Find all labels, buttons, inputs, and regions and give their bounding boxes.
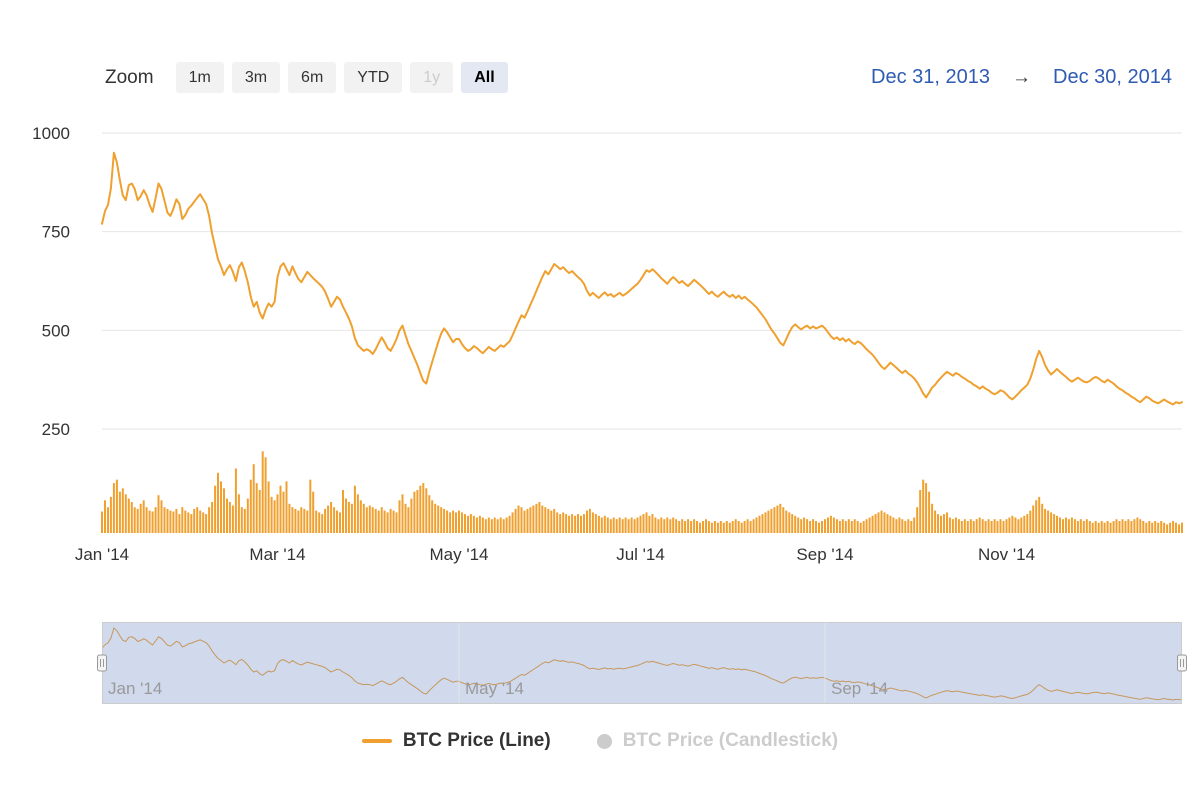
range-from-input[interactable]: Dec 31, 2013 [871,66,991,88]
navigator-mask[interactable] [102,622,1182,704]
legend-label-line: BTC Price (Line) [402,730,551,751]
zoom-button-3m[interactable]: 3m [231,62,281,93]
arrow-right-icon: → [1012,66,1032,88]
x-axis-label: Sep '14 [796,545,853,564]
navigator-line [101,627,1183,701]
y-axis-label: 500 [42,321,70,340]
legend-item-line[interactable]: BTC Price (Line) [361,730,551,752]
navigator-axis-label: Jan '14 [108,679,162,698]
candlestick-series-marker [596,733,612,749]
legend-label-candlestick: BTC Price (Candlestick) [622,730,839,751]
range-to-input[interactable]: Dec 30, 2014 [1053,66,1172,88]
zoom-button-ytd[interactable]: YTD [344,62,403,93]
x-axis-label: May '14 [430,545,489,564]
x-axis-label: Nov '14 [978,545,1035,564]
y-axis-label: 1000 [32,124,70,143]
y-gridlines: 250 500 750 1000 [32,124,1182,439]
x-axis-label: Jan '14 [75,545,129,564]
zoom-button-6m[interactable]: 6m [288,62,337,93]
date-range: Dec 31, 2013 → Dec 30, 2014 [871,66,1172,89]
line-series-marker [361,739,392,743]
y-axis-label: 750 [42,223,70,242]
x-axis-label: Mar '14 [249,545,305,564]
x-axis-label: Jul '14 [616,545,665,564]
navigator: Jan '14 May '14 Sep '14 [97,622,1187,704]
zoom-button-all[interactable]: All [461,62,508,93]
volume-bars [101,451,1183,533]
navigator-handle-right[interactable] [1177,654,1187,672]
y-axis-label: 250 [42,420,70,439]
zoom-button-1m[interactable]: 1m [175,62,224,93]
zoom-label: Zoom [105,66,154,88]
navigator-handle-left[interactable] [97,654,107,672]
legend: BTC Price (Line) BTC Price (Candlestick) [0,730,1200,752]
navigator-axis-label: May '14 [465,679,524,698]
x-axis-labels: Jan '14 Mar '14 May '14 Jul '14 Sep '14 Nov '… [75,545,1035,564]
range-selector: Zoom 1m 3m 6m YTD 1y All [105,62,508,93]
navigator-axis-label: Sep '14 [831,679,888,698]
legend-item-candlestick[interactable]: BTC Price (Candlestick) [596,730,839,752]
plot-area[interactable] [102,126,1182,533]
price-line [101,151,1183,406]
zoom-button-1y[interactable]: 1y [410,62,454,93]
